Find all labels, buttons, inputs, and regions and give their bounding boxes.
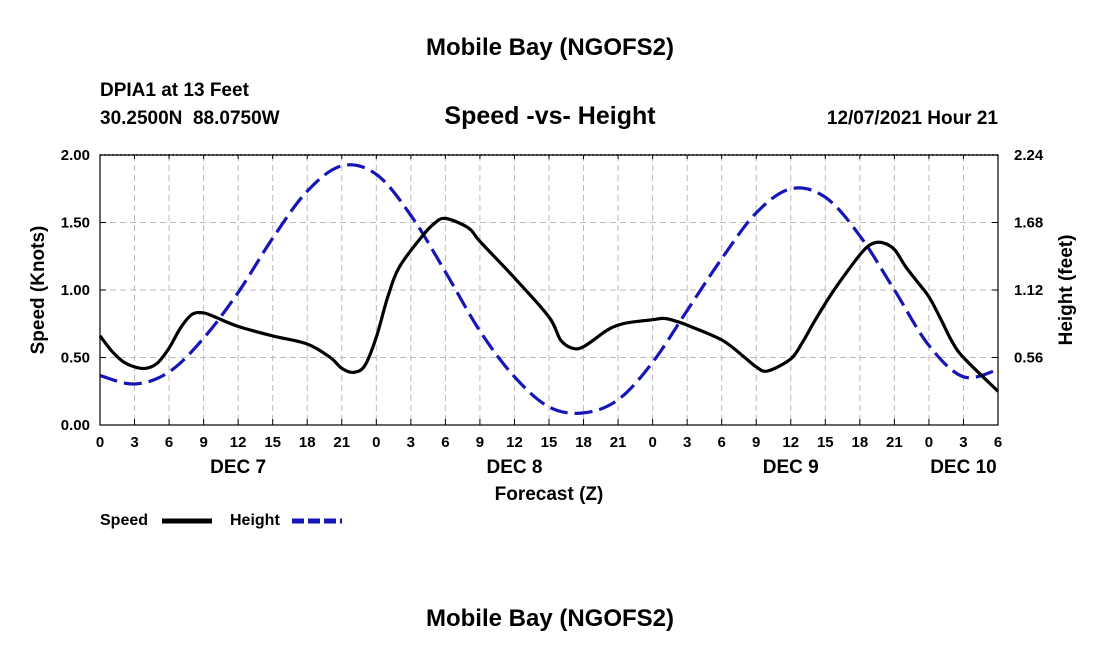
y2-tick-label: 1.12 — [1014, 282, 1043, 299]
x-tick-label: 18 — [575, 434, 592, 451]
y2-axis-label: Height (feet) — [1056, 235, 1077, 346]
x-tick-label: 15 — [264, 434, 281, 451]
y2-tick-label: 0.56 — [1014, 350, 1043, 367]
speed-series-line — [98, 216, 1000, 393]
footer-title: Mobile Bay (NGOFS2) — [426, 605, 674, 632]
x-tick-label: 18 — [299, 434, 316, 451]
date-label: DEC 10 — [930, 457, 997, 478]
x-tick-label: 3 — [130, 434, 138, 451]
y-tick-label: 1.00 — [61, 282, 90, 299]
x-axis-label: Forecast (Z) — [495, 484, 604, 505]
y-tick-label: 1.50 — [61, 215, 90, 232]
x-tick-label: 0 — [925, 434, 933, 451]
chart-title: Mobile Bay (NGOFS2) — [426, 34, 674, 61]
y-tick-label: 0.00 — [61, 417, 90, 434]
y-tick-label: 2.00 — [61, 147, 90, 164]
legend-height-label: Height — [230, 512, 280, 529]
x-tick-label: 6 — [994, 434, 1002, 451]
x-tick-label: 3 — [407, 434, 415, 451]
x-tick-label: 9 — [199, 434, 207, 451]
x-tick-label: 21 — [333, 434, 350, 451]
x-tick-label: 6 — [165, 434, 173, 451]
x-tick-label: 15 — [817, 434, 834, 451]
height-series-line — [99, 163, 999, 415]
station-label: DPIA1 at 13 Feet — [100, 80, 250, 101]
date-label: DEC 9 — [763, 457, 819, 478]
x-tick-label: 3 — [959, 434, 967, 451]
x-tick-label: 9 — [752, 434, 760, 451]
legend-speed-label: Speed — [100, 512, 148, 529]
x-tick-label: 3 — [683, 434, 691, 451]
x-tick-label: 0 — [372, 434, 380, 451]
x-tick-label: 21 — [610, 434, 627, 451]
x-tick-label: 21 — [886, 434, 903, 451]
x-tick-label: 12 — [230, 434, 247, 451]
y2-tick-label: 1.68 — [1014, 215, 1043, 232]
x-tick-label: 12 — [506, 434, 523, 451]
legend: Speed Height — [100, 512, 342, 529]
grid-lines — [100, 155, 998, 425]
date-label: DEC 8 — [486, 457, 542, 478]
x-tick-label: 9 — [476, 434, 484, 451]
chart-subtitle: Speed -vs- Height — [444, 102, 656, 130]
x-tick-label: 18 — [852, 434, 869, 451]
x-tick-label: 15 — [541, 434, 558, 451]
x-tick-label: 0 — [96, 434, 104, 451]
x-tick-label: 6 — [718, 434, 726, 451]
axes-layer: 0 3 6 9 12 15 18 21 0 3 6 9 12 15 18 21 0 3 6 9 12 15 18 21 0 3 6 0… — [61, 147, 1044, 478]
y-axis-label: Speed (Knots) — [28, 226, 49, 355]
date-label: DEC 7 — [210, 457, 266, 478]
x-tick-label: 12 — [782, 434, 799, 451]
x-tick-label: 6 — [441, 434, 449, 451]
coordinates-label: 30.2500N 88.0750W — [100, 108, 280, 129]
y-tick-label: 0.50 — [61, 350, 90, 367]
series-layer — [98, 163, 1000, 415]
forecast-timestamp: 12/07/2021 Hour 21 — [827, 108, 999, 129]
y2-tick-label: 2.24 — [1014, 147, 1044, 164]
x-tick-label: 0 — [648, 434, 656, 451]
